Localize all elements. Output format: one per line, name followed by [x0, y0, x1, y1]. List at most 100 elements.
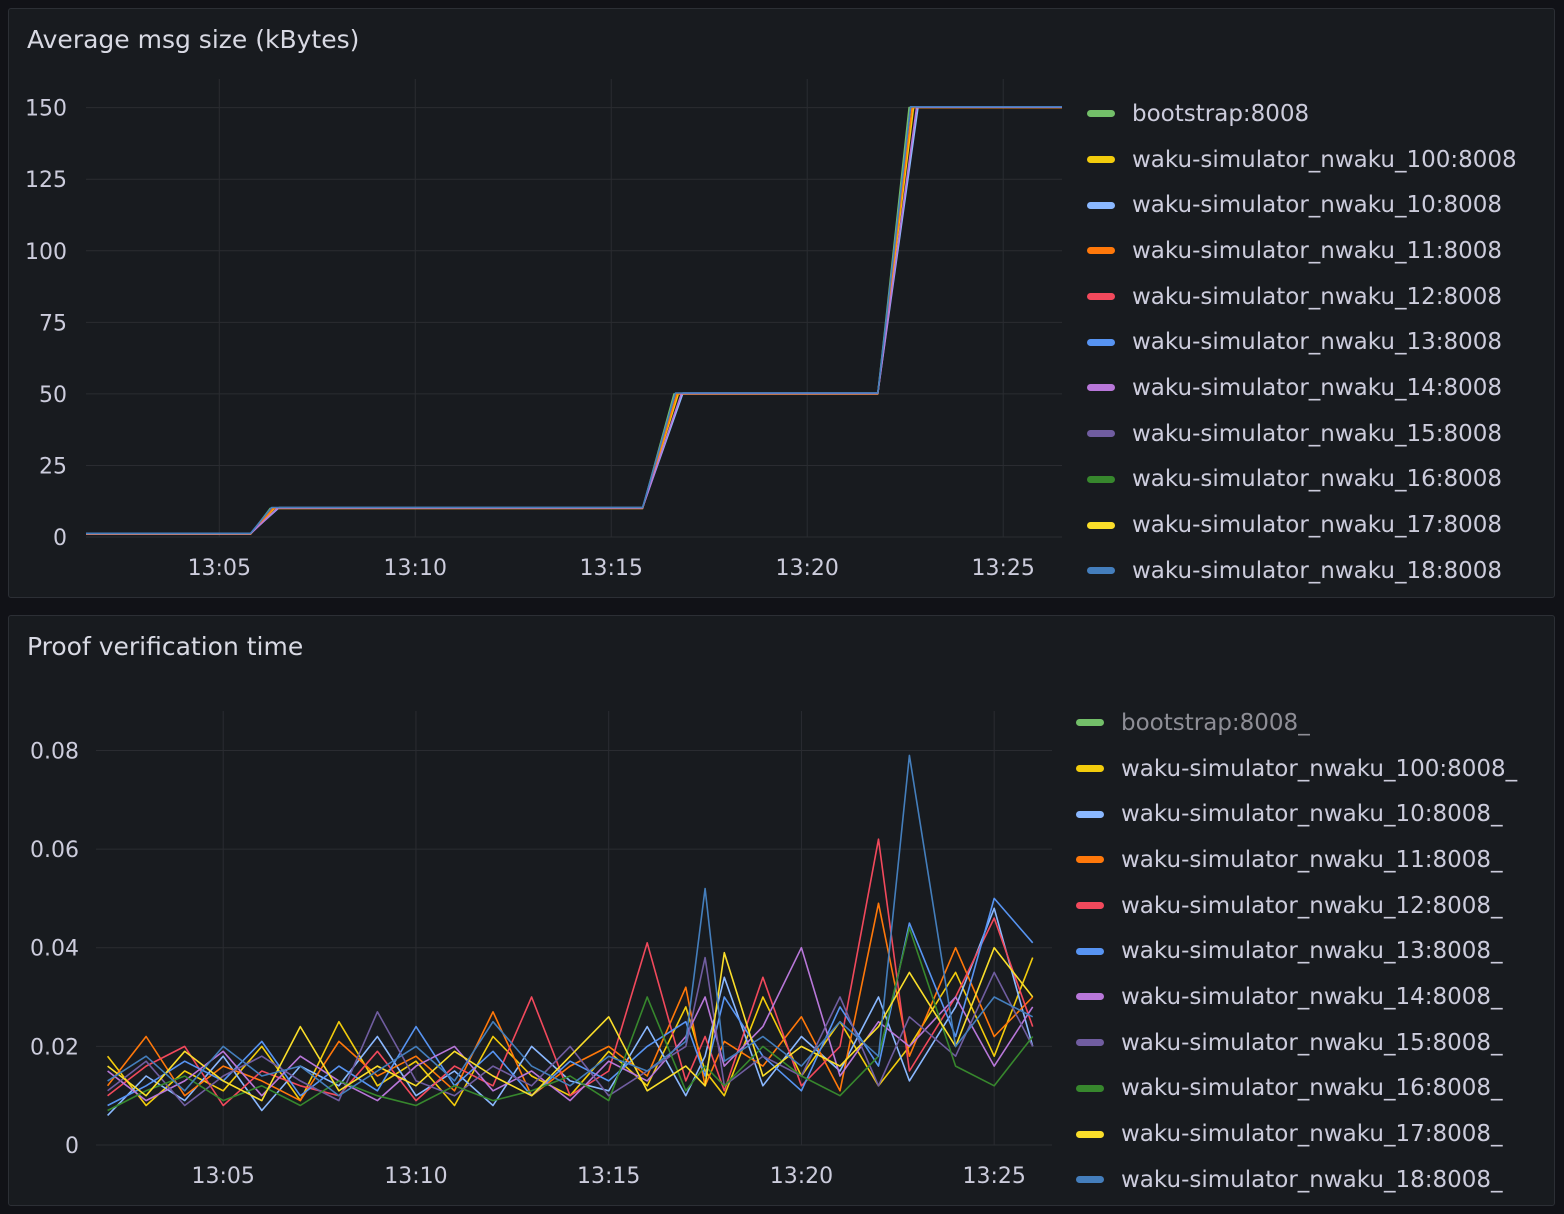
legend-swatch	[1076, 1130, 1104, 1138]
legend-swatch	[1076, 947, 1104, 955]
legend-label: waku-simulator_nwaku_11:8008	[1132, 237, 1502, 264]
panel-average-msg-size: Average msg size (kBytes) 13:05 13:10 13:1…	[8, 8, 1555, 598]
legend-swatch	[1087, 110, 1115, 118]
x-tick-label: 13:20	[776, 556, 839, 581]
legend-swatch	[1087, 384, 1115, 392]
legend-item[interactable]: waku-simulator_nwaku_100:8008_	[1076, 746, 1517, 792]
y-tick-label: 0.06	[30, 838, 79, 863]
series-line	[86, 106, 1062, 535]
y-tick-label: 125	[25, 168, 67, 193]
legend-label: waku-simulator_nwaku_10:8008_	[1121, 801, 1503, 828]
chart-average-msg-size: 13:05 13:10 13:15 13:20 13:25 0 25 50 75 100 125 15…	[25, 79, 1062, 581]
legend-item[interactable]: waku-simulator_nwaku_12:8008	[1087, 274, 1517, 320]
series-line	[107, 754, 1034, 1097]
legend-item[interactable]: waku-simulator_nwaku_10:8008	[1087, 182, 1517, 228]
legend-item[interactable]: waku-simulator_nwaku_100:8008	[1087, 137, 1517, 183]
legend-item[interactable]: waku-simulator_nwaku_17:8008_	[1076, 1111, 1517, 1157]
series-line	[107, 838, 1034, 1107]
legend-swatch	[1076, 810, 1104, 818]
series-line	[106, 957, 1034, 1107]
legend: bootstrap:8008_ waku-simulator_nwaku_100:…	[1076, 700, 1517, 1203]
legend-label: waku-simulator_nwaku_12:8008_	[1121, 892, 1503, 919]
series-line	[107, 946, 1034, 1102]
legend-item[interactable]: waku-simulator_nwaku_17:8008	[1087, 502, 1517, 548]
legend-item[interactable]: waku-simulator_nwaku_14:8008	[1087, 365, 1517, 411]
legend-item[interactable]: bootstrap:8008_	[1076, 700, 1517, 746]
x-tick-label: 13:05	[188, 556, 251, 581]
legend-label: bootstrap:8008	[1132, 100, 1310, 127]
legend-label: waku-simulator_nwaku_11:8008_	[1121, 846, 1503, 873]
legend-swatch	[1076, 902, 1104, 910]
legend-swatch	[1087, 567, 1115, 575]
x-tick-label: 13:25	[972, 556, 1035, 581]
legend-item[interactable]: waku-simulator_nwaku_18:8008_	[1076, 1157, 1517, 1203]
legend-label: waku-simulator_nwaku_17:8008	[1132, 512, 1502, 539]
legend-label: bootstrap:8008_	[1121, 709, 1310, 736]
legend-swatch	[1087, 475, 1115, 483]
legend-label: waku-simulator_nwaku_17:8008_	[1121, 1121, 1503, 1148]
legend-swatch	[1087, 156, 1115, 164]
x-tick-label: 13:20	[770, 1164, 833, 1189]
y-tick-label: 0	[53, 526, 67, 551]
legend-swatch	[1076, 765, 1104, 773]
legend-item[interactable]: waku-simulator_nwaku_16:8008	[1087, 457, 1517, 503]
series-line	[106, 902, 1034, 1102]
chart-proof-verification-time: 13:05 13:10 13:15 13:20 13:25 0 0.02 0.04 0.06 0.…	[30, 711, 1052, 1189]
y-tick-label: 50	[39, 383, 67, 408]
legend-item[interactable]: waku-simulator_nwaku_13:8008	[1087, 319, 1517, 365]
legend-item[interactable]: waku-simulator_nwaku_15:8008_	[1076, 1020, 1517, 1066]
legend-swatch	[1087, 521, 1115, 529]
legend-swatch	[1087, 293, 1115, 301]
legend-label: waku-simulator_nwaku_13:8008_	[1121, 938, 1503, 965]
y-tick-label: 25	[39, 454, 67, 479]
legend-item[interactable]: waku-simulator_nwaku_18:8008	[1087, 548, 1517, 594]
panel-proof-verification-time: Proof verification time 13:05 13:10 13:15 1…	[8, 615, 1555, 1206]
x-tick-label: 13:10	[384, 556, 447, 581]
legend-label: waku-simulator_nwaku_15:8008_	[1121, 1029, 1503, 1056]
legend-swatch	[1076, 856, 1104, 864]
legend-label: waku-simulator_nwaku_13:8008	[1132, 329, 1502, 356]
legend-label: waku-simulator_nwaku_15:8008	[1132, 420, 1502, 447]
x-tick-label: 13:15	[577, 1164, 640, 1189]
legend-swatch	[1076, 993, 1104, 1001]
series-line	[86, 106, 1062, 535]
legend-item[interactable]: bootstrap:8008	[1087, 91, 1517, 137]
legend-swatch	[1076, 719, 1104, 727]
legend-label: waku-simulator_nwaku_18:8008	[1132, 557, 1502, 584]
legend-label: waku-simulator_nwaku_10:8008	[1132, 192, 1502, 219]
legend-item[interactable]: waku-simulator_nwaku_13:8008_	[1076, 928, 1517, 974]
legend-item[interactable]: waku-simulator_nwaku_11:8008_	[1076, 837, 1517, 883]
legend-item[interactable]: waku-simulator_nwaku_15:8008	[1087, 411, 1517, 457]
legend-swatch	[1076, 1039, 1104, 1047]
y-tick-label: 150	[25, 97, 67, 122]
legend-item[interactable]: waku-simulator_nwaku_12:8008_	[1076, 883, 1517, 929]
legend-item[interactable]: waku-simulator_nwaku_10:8008_	[1076, 791, 1517, 837]
y-tick-label: 0	[65, 1134, 79, 1159]
y-tick-label: 75	[39, 311, 67, 336]
y-tick-label: 0.04	[30, 937, 79, 962]
x-tick-label: 13:10	[384, 1164, 447, 1189]
legend-label: waku-simulator_nwaku_16:8008	[1132, 466, 1502, 493]
legend-label: waku-simulator_nwaku_100:8008_	[1121, 755, 1518, 782]
legend-swatch	[1076, 1084, 1104, 1092]
x-tick-label: 13:15	[580, 556, 643, 581]
legend-label: waku-simulator_nwaku_100:8008	[1132, 146, 1517, 173]
x-tick-label: 13:05	[192, 1164, 255, 1189]
series-line	[86, 106, 1062, 535]
y-tick-label: 0.02	[30, 1035, 79, 1060]
legend-item[interactable]: waku-simulator_nwaku_14:8008_	[1076, 974, 1517, 1020]
x-tick-label: 13:25	[962, 1164, 1025, 1189]
series-line	[107, 946, 1034, 1102]
y-tick-label: 0.08	[30, 739, 79, 764]
y-tick-label: 100	[25, 240, 67, 265]
series-line	[86, 106, 1062, 535]
legend-swatch	[1087, 247, 1115, 255]
legend-label: waku-simulator_nwaku_16:8008_	[1121, 1075, 1503, 1102]
legend: bootstrap:8008 waku-simulator_nwaku_100:8…	[1087, 91, 1517, 594]
legend-label: waku-simulator_nwaku_14:8008	[1132, 374, 1502, 401]
legend-item[interactable]: waku-simulator_nwaku_11:8008	[1087, 228, 1517, 274]
series-line	[107, 907, 1034, 1116]
legend-swatch	[1087, 338, 1115, 346]
series-line	[86, 106, 1062, 535]
legend-item[interactable]: waku-simulator_nwaku_16:8008_	[1076, 1066, 1517, 1112]
